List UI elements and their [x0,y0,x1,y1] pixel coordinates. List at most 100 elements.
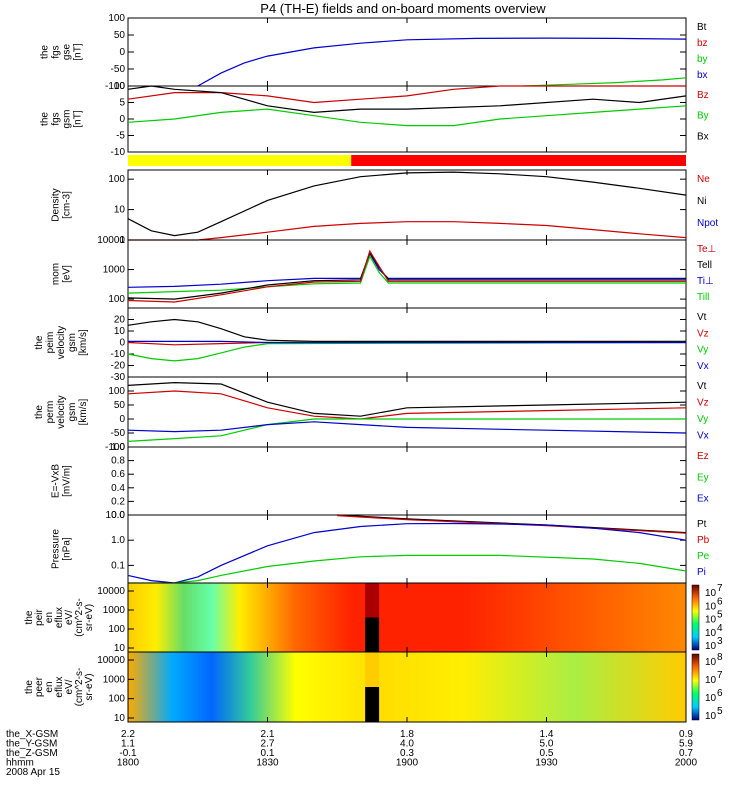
y-tick-label: 10 [114,713,126,724]
colorbar-exponent: 7 [717,670,723,681]
legend-entry: Vy [697,414,708,425]
y-axis-label: gsm [67,403,78,422]
series-line [127,85,687,114]
ephemeris-value: 2.7 [261,739,275,750]
y-axis-label: gsm [62,110,73,129]
y-tick-label: 1.0 [111,442,125,453]
series-line [127,251,686,300]
y-axis-label: eV/ [64,679,75,694]
y-tick-label: 1 [119,235,125,246]
y-tick-label: 0 [119,47,125,58]
ephemeris-value: 2.1 [261,729,275,740]
y-axis-label: E=-VxB [51,464,62,499]
series-line [127,421,687,434]
colorbar-exponent: 5 [717,610,723,621]
y-axis-label: the [40,112,51,126]
y-tick-label: 0.4 [111,483,125,494]
y-axis-label: fgs [51,112,62,125]
y-tick-label: 0 [119,114,125,125]
y-tick-label: 5 [119,98,125,109]
colorbar [691,584,700,651]
ephemeris-value: 1900 [396,758,419,769]
colorbar-exponent: 6 [717,596,723,607]
legend-entry: Ne [697,174,710,185]
data-gap-top [365,583,380,618]
date-label: 2008 Apr 15 [6,767,60,778]
series-line [127,318,686,342]
y-tick-label: 10000 [97,586,125,597]
ephemeris-value: 1.8 [400,729,414,740]
y-tick-label: 10.0 [106,510,126,521]
y-tick-label: 50 [114,400,126,411]
y-tick-label: 10000 [97,655,125,666]
ephemeris-label: the_Z-GSM [6,748,58,759]
y-tick-label: 0.0 [111,510,125,521]
legend-entry: Bx [697,131,709,142]
legend-entry: Ni [697,196,706,207]
colorbar-exponent: 4 [717,623,723,634]
y-tick-label: 0 [119,414,125,425]
ephemeris-value: 5.9 [679,739,693,750]
panel-frame-pressure [127,514,687,584]
legend-entry: By [697,111,709,122]
legend-entry: Te⊥ [697,244,716,255]
ephemeris-value: 1800 [117,758,140,769]
spectrogram-peer [128,652,686,722]
y-tick-label: 1000 [103,674,126,685]
series-line [127,105,687,127]
y-tick-label: -30 [111,372,126,383]
ephemeris-label: the_X-GSM [6,729,58,740]
legend-entry: bx [697,70,708,81]
y-tick-label: 10 [114,205,126,216]
legend-entry: Bz [697,90,709,101]
legend-entry: bz [697,38,708,49]
ephemeris-value: 0.5 [540,748,554,759]
y-axis-label: [mV/m] [62,465,73,497]
series-line [127,522,687,584]
y-tick-label: -100 [105,81,125,92]
ephemeris-value: 1830 [256,758,279,769]
colorbar-exponent: 6 [717,688,723,699]
y-axis-label: eV/ [64,610,75,625]
y-tick-label: 0.8 [111,456,125,467]
y-axis-label: peim [45,332,56,354]
y-axis-label: [cm-3] [62,191,73,219]
series-line [127,390,687,420]
colorbar-label: 10 [705,588,717,599]
colorbar [691,653,700,721]
y-axis-label: gsm [67,333,78,352]
y-axis-label: Density [51,188,62,221]
colorbar-label: 10 [705,615,717,626]
series-line [127,252,686,288]
ephemeris-value: 2.2 [121,729,135,740]
legend-entry: Pe [697,551,710,562]
panel-frame-efield [127,446,687,516]
colorbar-exponent: 7 [717,583,723,594]
y-axis-label: [nPa] [62,537,73,561]
ephemeris-value: 4.0 [400,739,414,750]
y-axis-label: eflux [54,676,65,697]
y-axis-label: peer [34,676,45,697]
y-axis-label: the [34,335,45,349]
legend-entry: Till [697,292,709,303]
y-tick-label: 100 [108,294,125,305]
ephemeris-value: 0.3 [400,748,414,759]
y-tick-label: -50 [111,428,126,439]
y-axis-label: gse [62,44,73,61]
colorbar-label: 10 [705,628,717,639]
mode-bar-red [351,155,686,166]
y-tick-label: -50 [111,64,126,75]
y-axis-label: [km/s] [78,329,89,356]
series-line [127,381,687,417]
legend-entry: Ti⊥ [697,276,714,287]
legend-entry: Vy [697,345,708,356]
colorbar-exponent: 3 [717,636,723,647]
y-axis-label: the [34,405,45,419]
colorbar-label: 10 [705,641,717,652]
colorbar-label: 10 [705,601,717,612]
chart-title: P4 (TH-E) fields and on-board moments ov… [260,1,546,16]
y-tick-label: -100 [105,442,125,453]
y-axis-label: perm [45,401,56,424]
y-axis-label: sr-eV) [84,673,95,700]
